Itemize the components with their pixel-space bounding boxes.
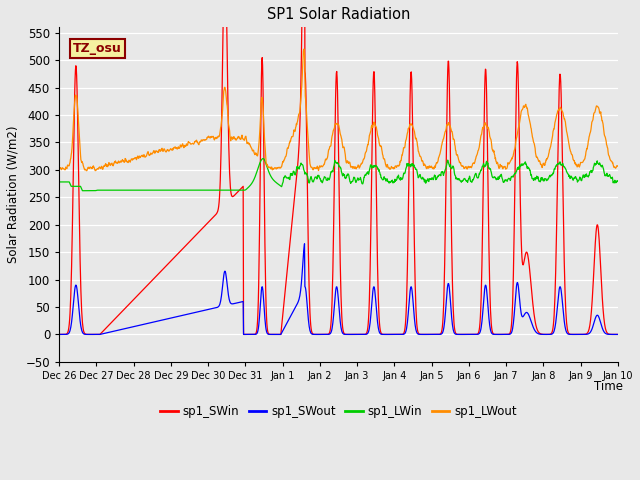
sp1_LWin [426, 176, 434, 181]
sp1_LWout [55, 164, 63, 170]
sp1_SWout [426, 332, 434, 337]
sp1_LWin [79, 188, 86, 193]
Y-axis label: Solar Radiation (W/m2): Solar Radiation (W/m2) [7, 126, 20, 264]
sp1_LWin [548, 172, 556, 178]
sp1_LWout [166, 146, 174, 152]
sp1_SWout [499, 332, 507, 337]
sp1_SWin [426, 332, 434, 337]
sp1_LWin [499, 178, 507, 184]
sp1_SWin [548, 329, 556, 335]
Line: sp1_LWout: sp1_LWout [59, 49, 618, 171]
Line: sp1_LWin: sp1_LWin [59, 158, 618, 191]
sp1_LWout [300, 47, 308, 52]
sp1_LWin [259, 156, 267, 161]
sp1_SWout [548, 331, 556, 337]
sp1_SWout [614, 332, 621, 337]
Legend: sp1_SWin, sp1_SWout, sp1_LWin, sp1_LWout: sp1_SWin, sp1_SWout, sp1_LWin, sp1_LWout [156, 400, 522, 423]
sp1_SWout [277, 332, 285, 337]
sp1_SWout [301, 241, 308, 247]
sp1_SWin [55, 332, 63, 337]
sp1_LWin [166, 187, 174, 193]
sp1_SWin [614, 332, 621, 337]
sp1_LWout [614, 163, 621, 169]
sp1_SWin [180, 245, 188, 251]
sp1_LWout [180, 145, 188, 151]
sp1_LWin [180, 187, 188, 193]
sp1_SWout [166, 315, 173, 321]
Text: TZ_osu: TZ_osu [73, 42, 122, 55]
sp1_SWin [277, 332, 285, 337]
sp1_LWout [243, 136, 250, 142]
X-axis label: Time: Time [595, 380, 623, 393]
sp1_LWout [426, 163, 434, 169]
sp1_LWin [55, 179, 63, 185]
sp1_SWout [55, 332, 63, 337]
sp1_LWin [243, 186, 250, 192]
sp1_SWout [242, 332, 250, 337]
Line: sp1_SWin: sp1_SWin [59, 0, 618, 335]
sp1_SWout [180, 312, 188, 318]
sp1_LWout [83, 168, 90, 174]
sp1_LWout [499, 166, 507, 172]
sp1_LWout [548, 135, 556, 141]
sp1_SWin [166, 259, 173, 265]
sp1_SWin [499, 332, 507, 337]
sp1_LWin [614, 178, 621, 184]
Title: SP1 Solar Radiation: SP1 Solar Radiation [267, 7, 410, 22]
sp1_SWin [242, 332, 250, 337]
Line: sp1_SWout: sp1_SWout [59, 244, 618, 335]
